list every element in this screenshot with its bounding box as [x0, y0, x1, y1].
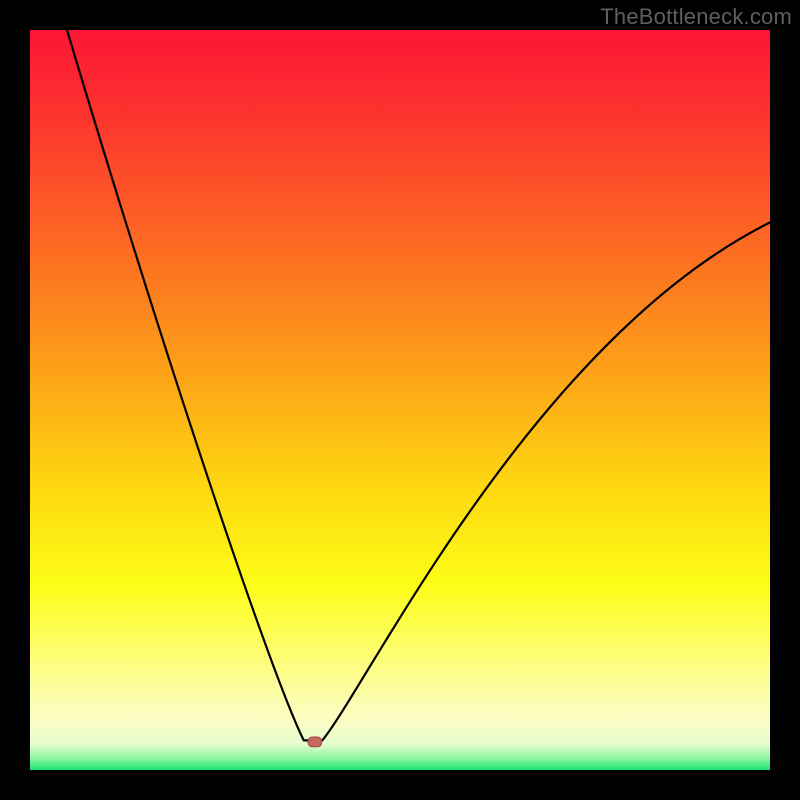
watermark-text: TheBottleneck.com [600, 4, 792, 30]
vertex-marker [308, 737, 321, 747]
plot-area [30, 30, 770, 770]
plot-svg [30, 30, 770, 770]
chart-frame: TheBottleneck.com [0, 0, 800, 800]
gradient-background [30, 30, 770, 770]
